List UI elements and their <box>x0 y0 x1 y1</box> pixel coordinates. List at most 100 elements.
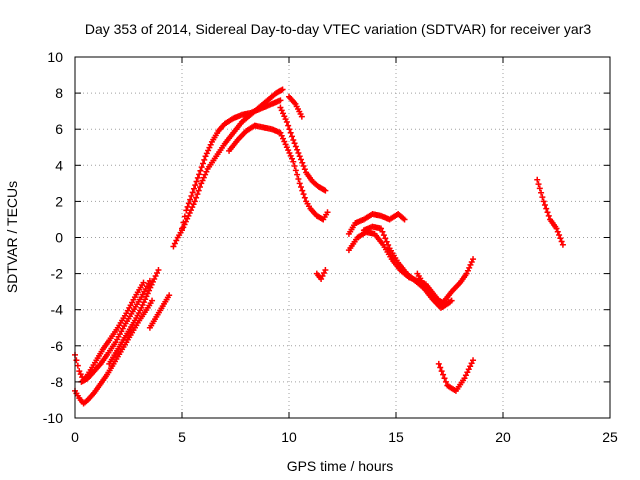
data-point <box>152 273 159 280</box>
data-point <box>77 371 84 378</box>
data-point <box>322 266 329 273</box>
data-point <box>291 163 298 170</box>
data-point <box>301 194 308 201</box>
data-point <box>545 212 552 219</box>
data-point <box>300 163 307 170</box>
data-point <box>462 372 469 379</box>
data-point <box>300 191 307 198</box>
data-point <box>438 368 445 375</box>
data-point <box>194 174 201 181</box>
data-point <box>181 213 188 220</box>
series-pass-15 <box>414 256 477 306</box>
data-point <box>558 238 565 245</box>
data-point <box>535 181 542 188</box>
data-point <box>183 207 190 214</box>
data-point <box>324 209 331 216</box>
series-pass-3 <box>78 277 153 385</box>
data-point <box>290 137 297 144</box>
data-point <box>299 187 306 194</box>
data-point <box>154 269 161 276</box>
data-point <box>197 167 204 174</box>
data-point <box>170 243 177 250</box>
data-point <box>295 150 302 157</box>
y-tick-label: 4 <box>55 157 63 173</box>
series-pass-14 <box>360 223 453 311</box>
data-point <box>194 191 201 198</box>
data-point <box>382 235 389 242</box>
data-point <box>290 158 297 165</box>
series-pass-9 <box>277 104 329 194</box>
data-point <box>180 219 187 226</box>
data-point <box>285 122 292 129</box>
x-tick-label: 10 <box>281 429 297 445</box>
data-point <box>559 241 566 248</box>
series-pass-7 <box>179 97 284 232</box>
data-point <box>401 216 408 223</box>
data-point <box>192 182 199 189</box>
data-point <box>201 156 208 163</box>
data-point <box>298 113 305 120</box>
chart-title: Day 353 of 2014, Sidereal Day-to-day VTE… <box>85 21 591 37</box>
data-point <box>544 209 551 216</box>
data-point <box>191 198 198 205</box>
data-point <box>188 192 195 199</box>
data-point <box>292 167 299 174</box>
data-point <box>554 228 561 235</box>
x-tick-label: 15 <box>388 429 404 445</box>
data-point <box>470 357 477 364</box>
data-point <box>470 256 477 263</box>
data-point <box>378 225 385 232</box>
y-tick-label: 8 <box>55 85 63 101</box>
data-point <box>184 203 191 210</box>
x-tick-label: 20 <box>495 429 511 445</box>
data-point <box>193 194 200 201</box>
data-point <box>468 360 475 367</box>
data-point <box>322 187 329 194</box>
y-axis-title: SDTVAR / TECUs <box>4 181 20 293</box>
y-tick-label: 2 <box>55 193 63 209</box>
y-tick-label: -6 <box>51 338 64 354</box>
data-point <box>173 237 180 244</box>
x-tick-label: 5 <box>178 429 186 445</box>
data-point <box>73 357 80 364</box>
series-pass-4 <box>106 266 162 367</box>
data-point <box>193 178 200 185</box>
data-point <box>299 159 306 166</box>
data-point <box>536 185 543 192</box>
data-point <box>76 368 83 375</box>
series-pass-8 <box>226 122 331 223</box>
data-point <box>379 228 386 235</box>
series-pass-11 <box>313 266 329 283</box>
series-pass-10 <box>286 93 305 120</box>
data-point <box>140 279 147 286</box>
data-point <box>291 140 298 147</box>
data-point <box>318 276 325 283</box>
data-point <box>295 176 302 183</box>
data-point <box>179 225 185 232</box>
data-point <box>155 266 162 273</box>
data-point <box>294 146 301 153</box>
data-point <box>288 133 295 140</box>
data-point <box>553 225 560 232</box>
axes: 0 5 10 15 20 25 -10 -8 -6 -4 -2 0 2 4 6 8 10 <box>43 49 618 445</box>
data-point <box>435 360 442 367</box>
x-tick-label: 0 <box>71 429 79 445</box>
data-point <box>441 375 448 382</box>
y-tick-label: -10 <box>43 410 63 426</box>
data-point <box>467 363 474 370</box>
y-tick-label: -4 <box>51 302 64 318</box>
data-point <box>196 183 203 190</box>
data-point <box>185 200 192 207</box>
data-point <box>296 180 303 187</box>
data-point <box>187 196 194 203</box>
data-point <box>195 187 202 194</box>
data-point <box>464 369 471 376</box>
y-tick-label: 0 <box>55 230 63 246</box>
data-point <box>199 160 206 167</box>
data-point <box>446 299 453 306</box>
data-point <box>319 273 326 280</box>
data-point <box>540 198 547 205</box>
y-tick-label: -2 <box>51 266 64 282</box>
